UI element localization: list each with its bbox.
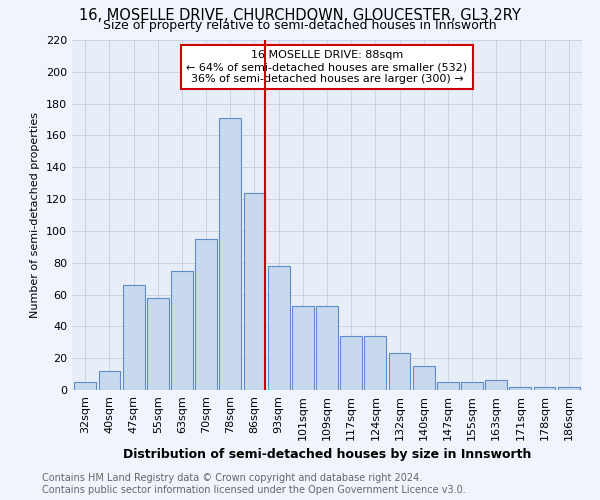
Y-axis label: Number of semi-detached properties: Number of semi-detached properties	[31, 112, 40, 318]
Bar	[220, 118, 241, 390]
Bar	[389, 354, 410, 390]
Bar	[413, 366, 434, 390]
Text: 16 MOSELLE DRIVE: 88sqm
← 64% of semi-detached houses are smaller (532)
36% of s: 16 MOSELLE DRIVE: 88sqm ← 64% of semi-de…	[187, 50, 467, 84]
Bar	[147, 298, 169, 390]
Bar	[171, 270, 193, 390]
Bar	[244, 192, 265, 390]
Bar	[364, 336, 386, 390]
Bar	[485, 380, 507, 390]
Bar	[533, 387, 556, 390]
Text: 16, MOSELLE DRIVE, CHURCHDOWN, GLOUCESTER, GL3 2RY: 16, MOSELLE DRIVE, CHURCHDOWN, GLOUCESTE…	[79, 8, 521, 22]
Bar	[316, 306, 338, 390]
X-axis label: Distribution of semi-detached houses by size in Innsworth: Distribution of semi-detached houses by …	[123, 448, 531, 461]
Text: Size of property relative to semi-detached houses in Innsworth: Size of property relative to semi-detach…	[103, 18, 497, 32]
Bar	[74, 382, 96, 390]
Bar	[123, 285, 145, 390]
Bar	[461, 382, 483, 390]
Bar	[558, 387, 580, 390]
Bar	[292, 306, 314, 390]
Bar	[437, 382, 459, 390]
Bar	[268, 266, 290, 390]
Bar	[509, 387, 531, 390]
Text: Contains HM Land Registry data © Crown copyright and database right 2024.
Contai: Contains HM Land Registry data © Crown c…	[42, 474, 466, 495]
Bar	[340, 336, 362, 390]
Bar	[195, 239, 217, 390]
Bar	[98, 371, 121, 390]
